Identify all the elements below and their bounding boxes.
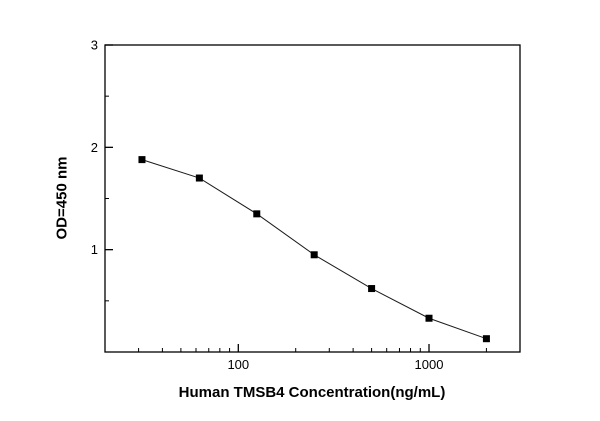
plot-frame bbox=[104, 44, 521, 353]
data-point bbox=[482, 335, 490, 343]
data-point bbox=[195, 174, 203, 182]
y-tick-label: 2 bbox=[91, 140, 98, 155]
data-point bbox=[138, 156, 146, 164]
y-tick-label: 1 bbox=[91, 242, 98, 257]
data-line bbox=[141, 159, 487, 340]
x-tick-label: 100 bbox=[227, 357, 249, 372]
y-axis-title: OD=450 nm bbox=[53, 156, 71, 240]
data-point bbox=[368, 285, 376, 293]
data-point bbox=[310, 251, 318, 259]
y-tick-label: 3 bbox=[91, 38, 98, 53]
data-point bbox=[253, 210, 261, 218]
x-axis-title: Human TMSB4 Concentration(ng/mL) bbox=[178, 384, 446, 401]
x-tick-label: 1000 bbox=[415, 357, 444, 372]
data-point bbox=[425, 314, 433, 322]
